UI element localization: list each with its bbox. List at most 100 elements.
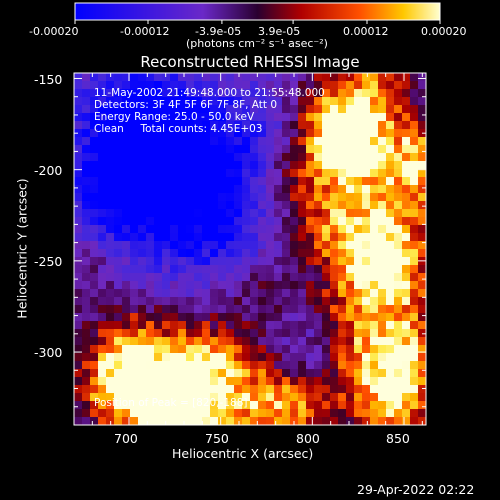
heatmap-cell — [74, 321, 83, 330]
heatmap-cell — [210, 169, 219, 178]
heatmap-cell — [194, 145, 203, 154]
heatmap-cell — [98, 313, 107, 322]
heatmap-cell — [98, 241, 107, 250]
heatmap-cell — [394, 321, 403, 330]
heatmap-cell — [250, 377, 259, 386]
heatmap-cell — [122, 137, 131, 146]
heatmap-cell — [106, 185, 115, 194]
heatmap-cell — [354, 161, 363, 170]
heatmap-cell — [194, 233, 203, 242]
heatmap-cell — [378, 273, 387, 282]
heatmap-cell — [378, 233, 387, 242]
heatmap-cell — [82, 289, 91, 298]
heatmap-cell — [90, 193, 99, 202]
heatmap-cell — [250, 121, 259, 130]
heatmap-cell — [106, 329, 115, 338]
heatmap-cell — [338, 201, 347, 210]
heatmap-cell — [194, 105, 203, 114]
heatmap-cell — [170, 193, 179, 202]
heatmap-cell — [274, 321, 283, 330]
heatmap-cell — [210, 209, 219, 218]
heatmap-cell — [162, 329, 171, 338]
heatmap-cell — [394, 345, 403, 354]
heatmap-cell — [290, 97, 299, 106]
heatmap-cell — [90, 137, 99, 146]
heatmap-cell — [170, 297, 179, 306]
heatmap-cell — [322, 305, 331, 314]
heatmap-cell — [114, 89, 123, 98]
heatmap-cell — [162, 345, 171, 354]
heatmap-cells — [74, 73, 426, 425]
heatmap-cell — [114, 249, 123, 258]
heatmap-cell — [130, 377, 139, 386]
heatmap-cell — [394, 81, 403, 90]
heatmap-cell — [282, 337, 291, 346]
heatmap-cell — [210, 401, 219, 410]
heatmap-cell — [114, 97, 123, 106]
heatmap-cell — [242, 217, 251, 226]
heatmap-cell — [418, 145, 426, 154]
heatmap-cell — [234, 409, 243, 418]
heatmap-cell — [266, 369, 275, 378]
heatmap-cell — [90, 161, 99, 170]
heatmap-cell — [210, 409, 219, 418]
heatmap-cell — [258, 409, 267, 418]
heatmap-cell — [234, 257, 243, 266]
heatmap-cell — [74, 385, 83, 394]
heatmap-cell — [130, 361, 139, 370]
heatmap-cell — [98, 89, 107, 98]
heatmap-cell — [346, 209, 355, 218]
heatmap-cell — [194, 121, 203, 130]
heatmap-cell — [410, 113, 419, 122]
heatmap-cell — [418, 393, 426, 402]
heatmap-cell — [186, 273, 195, 282]
heatmap-cell — [330, 233, 339, 242]
heatmap-cell — [82, 313, 91, 322]
heatmap-cell — [226, 145, 235, 154]
heatmap-cell — [250, 201, 259, 210]
heatmap-cell — [114, 305, 123, 314]
heatmap-cell — [226, 169, 235, 178]
heatmap-cell — [234, 177, 243, 186]
heatmap-cell — [130, 305, 139, 314]
heatmap-cell — [250, 89, 259, 98]
heatmap-cell — [362, 193, 371, 202]
heatmap-cell — [394, 257, 403, 266]
heatmap-cell — [386, 225, 395, 234]
heatmap-cell — [370, 153, 379, 162]
heatmap-cell — [402, 169, 411, 178]
heatmap-cell — [154, 241, 163, 250]
heatmap-cell — [266, 233, 275, 242]
heatmap-cell — [218, 113, 227, 122]
heatmap-cell — [178, 105, 187, 114]
heatmap-cell — [322, 281, 331, 290]
x-tick-label: 700 — [114, 431, 138, 446]
heatmap-cell — [226, 345, 235, 354]
heatmap-cell — [106, 321, 115, 330]
heatmap-cell — [130, 201, 139, 210]
heatmap-cell — [330, 257, 339, 266]
heatmap-cell — [242, 209, 251, 218]
heatmap-cell — [258, 89, 267, 98]
heatmap-cell — [218, 129, 227, 138]
heatmap-cell — [218, 393, 227, 402]
heatmap-cell — [258, 329, 267, 338]
heatmap-cell — [74, 265, 83, 274]
heatmap-cell — [330, 73, 339, 82]
heatmap-cell — [170, 185, 179, 194]
heatmap-cell — [298, 265, 307, 274]
heatmap-cell — [162, 313, 171, 322]
heatmap-cell — [274, 121, 283, 130]
heatmap-cell — [402, 121, 411, 130]
heatmap-cell — [418, 209, 426, 218]
heatmap-cell — [314, 385, 323, 394]
heatmap-cell — [74, 193, 83, 202]
heatmap-cell — [290, 281, 299, 290]
heatmap-cell — [162, 209, 171, 218]
heatmap-cell — [106, 153, 115, 162]
heatmap-cell — [98, 161, 107, 170]
heatmap-cell — [394, 209, 403, 218]
heatmap-cell — [162, 73, 171, 82]
heatmap-cell — [114, 105, 123, 114]
heatmap-cell — [266, 353, 275, 362]
